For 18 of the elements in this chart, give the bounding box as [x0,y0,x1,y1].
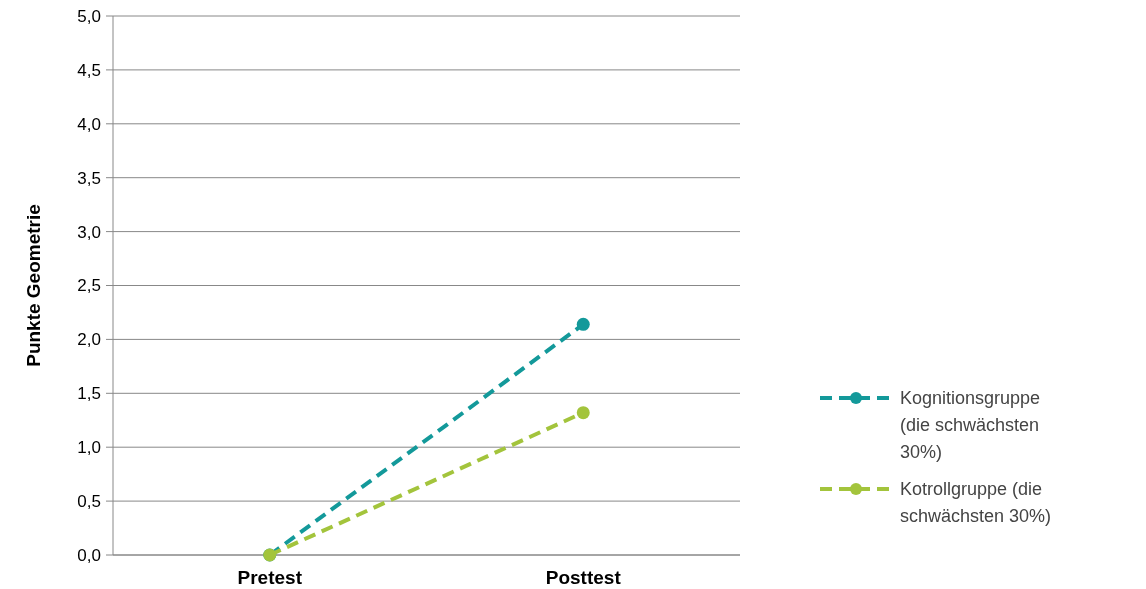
point [576,317,590,331]
x-tick-label: Pretest [237,567,303,588]
y-tick-label: 0,5 [77,492,101,512]
y-tick-label: 1,5 [77,384,101,404]
point [576,406,590,420]
y-tick-label: 1,0 [77,438,101,458]
y-tick-label: 2,5 [77,276,101,296]
y-tick-label: 4,0 [77,114,101,134]
y-tick-label: 5,0 [77,6,101,26]
y-axis-title: Punkte Geometrie [23,204,44,367]
y-tick-label: 3,0 [77,222,101,242]
legend-label: Kognitionsgruppe (die schwächsten 30%) [900,388,1041,463]
y-tick-label: 3,5 [77,168,101,188]
legend-label: Kotrollgruppe (die schwächsten 30%) [900,479,1052,527]
x-tick-label: Posttest [545,567,622,588]
y-tick-label: 2,0 [77,330,101,350]
y-tick-label: 0,0 [77,545,101,565]
y-tick-label: 4,5 [77,60,101,80]
